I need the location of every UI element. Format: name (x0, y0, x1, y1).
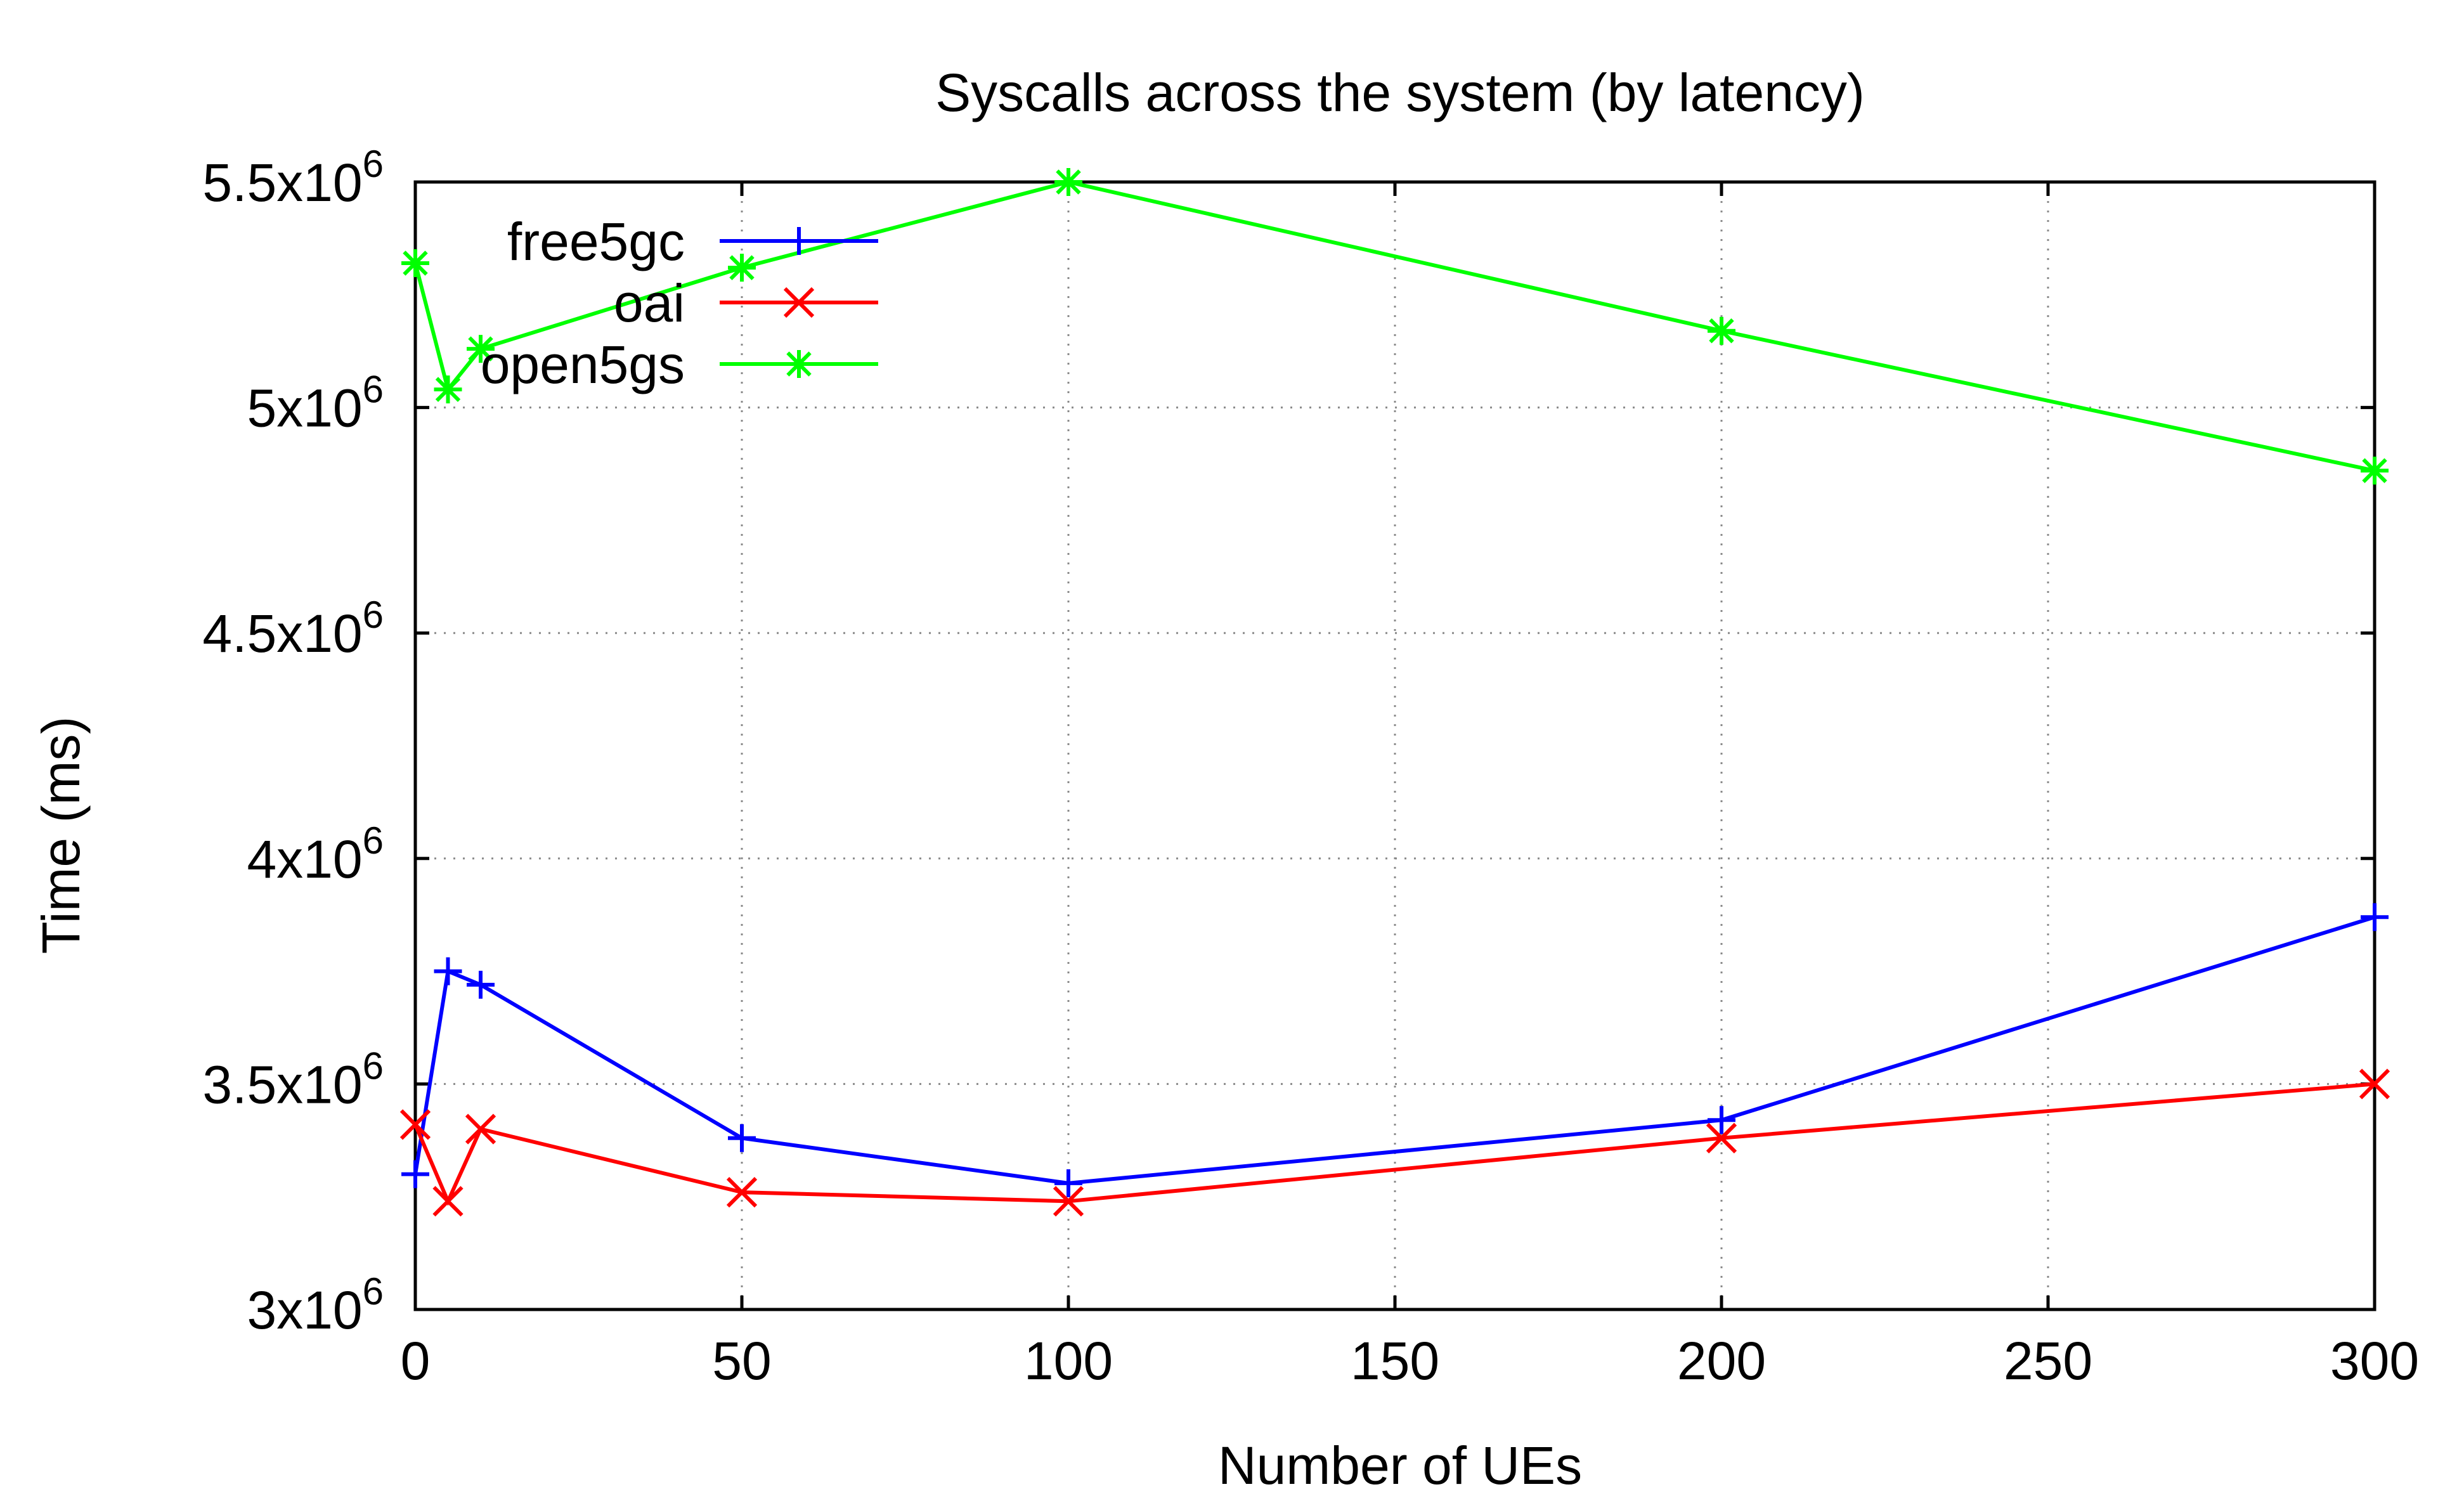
series-open5gs (401, 168, 2389, 485)
y-tick-label: 4x106 (247, 819, 384, 889)
data-point-free5gc (2361, 903, 2389, 932)
data-point-open5gs (1708, 316, 1735, 345)
data-point-free5gc (467, 970, 495, 999)
data-point-oai (465, 1114, 496, 1145)
series-free5gc (401, 903, 2389, 1197)
data-point-free5gc (728, 1124, 756, 1152)
data-point-open5gs (434, 375, 462, 404)
y-tick-label: 5x106 (247, 368, 384, 438)
legend-label: oai (614, 273, 685, 333)
legend-marker (785, 350, 813, 378)
data-point-oai (399, 1109, 431, 1140)
data-point-open5gs (1054, 168, 1082, 196)
data-point-oai (726, 1176, 758, 1208)
legend-item-free5gc: free5gc (507, 212, 878, 271)
x-tick-label: 250 (2004, 1331, 2092, 1391)
x-tick-label: 100 (1024, 1331, 1113, 1391)
legend-marker (785, 227, 813, 255)
data-point-free5gc (1708, 1106, 1735, 1134)
data-point-free5gc (434, 957, 462, 985)
axes: 0 50 100 150 200 250 300 3x106 3.5x106 4x106 4.5x1… (202, 143, 2419, 1391)
legend-label: free5gc (507, 212, 685, 271)
series-group (399, 168, 2390, 1217)
x-tick-label: 300 (2330, 1331, 2419, 1391)
y-tick-label: 5.5x106 (202, 143, 384, 212)
data-point-open5gs (728, 254, 756, 282)
legend-label: open5gs (481, 335, 685, 394)
data-point-open5gs (467, 335, 495, 363)
grid-lines (415, 182, 2375, 1309)
data-point-oai (2359, 1069, 2390, 1100)
data-point-free5gc (1054, 1169, 1082, 1197)
y-tick-label: 4.5x106 (202, 594, 384, 663)
x-tick-label: 150 (1351, 1331, 1439, 1391)
y-axis-label: Time (ms) (31, 717, 91, 954)
data-point-open5gs (2361, 457, 2389, 485)
data-point-open5gs (401, 249, 429, 278)
x-axis-label: Number of UEs (1218, 1436, 1582, 1495)
data-point-free5gc (401, 1160, 429, 1188)
y-tick-label: 3.5x106 (202, 1044, 384, 1114)
series-oai (399, 1069, 2390, 1217)
legend-item-open5gs: open5gs (481, 335, 878, 394)
legend-item-oai: oai (614, 273, 878, 333)
x-tick-label: 0 (401, 1331, 431, 1391)
y-tick-label: 3x106 (247, 1270, 384, 1340)
data-point-oai (1053, 1186, 1084, 1217)
data-point-oai (1706, 1122, 1737, 1153)
data-point-oai (432, 1186, 464, 1217)
x-tick-label: 50 (712, 1331, 771, 1391)
legend-marker (783, 287, 815, 318)
x-tick-label: 200 (1677, 1331, 1766, 1391)
chart-title: Syscalls across the system (by latency) (935, 63, 1865, 122)
